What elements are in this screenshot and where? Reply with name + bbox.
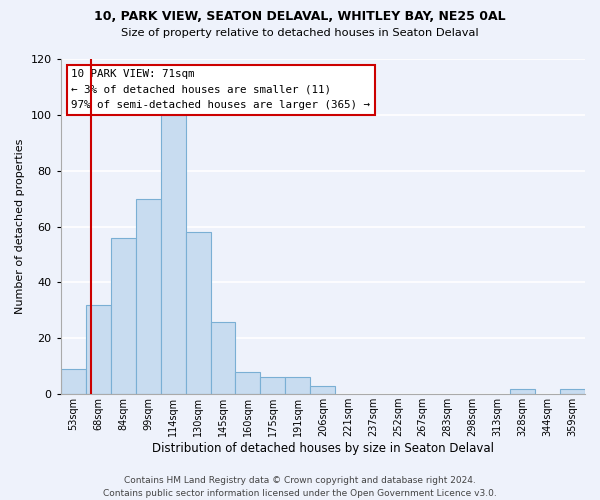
Text: 10 PARK VIEW: 71sqm
← 3% of detached houses are smaller (11)
97% of semi-detache: 10 PARK VIEW: 71sqm ← 3% of detached hou… xyxy=(71,69,370,110)
X-axis label: Distribution of detached houses by size in Seaton Delaval: Distribution of detached houses by size … xyxy=(152,442,494,455)
Bar xyxy=(310,386,335,394)
Bar xyxy=(136,198,161,394)
Text: Size of property relative to detached houses in Seaton Delaval: Size of property relative to detached ho… xyxy=(121,28,479,38)
Bar xyxy=(185,232,211,394)
Bar xyxy=(86,305,110,394)
Bar xyxy=(211,322,235,394)
Text: 10, PARK VIEW, SEATON DELAVAL, WHITLEY BAY, NE25 0AL: 10, PARK VIEW, SEATON DELAVAL, WHITLEY B… xyxy=(94,10,506,23)
Bar xyxy=(286,378,310,394)
Text: Contains HM Land Registry data © Crown copyright and database right 2024.
Contai: Contains HM Land Registry data © Crown c… xyxy=(103,476,497,498)
Bar xyxy=(235,372,260,394)
Bar xyxy=(61,369,86,394)
Bar xyxy=(560,388,585,394)
Y-axis label: Number of detached properties: Number of detached properties xyxy=(15,139,25,314)
Bar xyxy=(110,238,136,394)
Bar xyxy=(510,388,535,394)
Bar xyxy=(161,115,185,394)
Bar xyxy=(260,378,286,394)
